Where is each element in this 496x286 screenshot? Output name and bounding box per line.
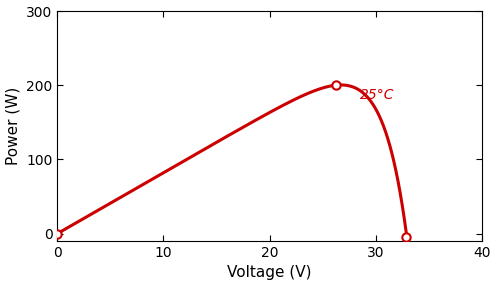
Y-axis label: Power (W): Power (W)	[5, 87, 20, 165]
X-axis label: Voltage (V): Voltage (V)	[227, 265, 312, 281]
Text: 25°C: 25°C	[360, 88, 394, 102]
